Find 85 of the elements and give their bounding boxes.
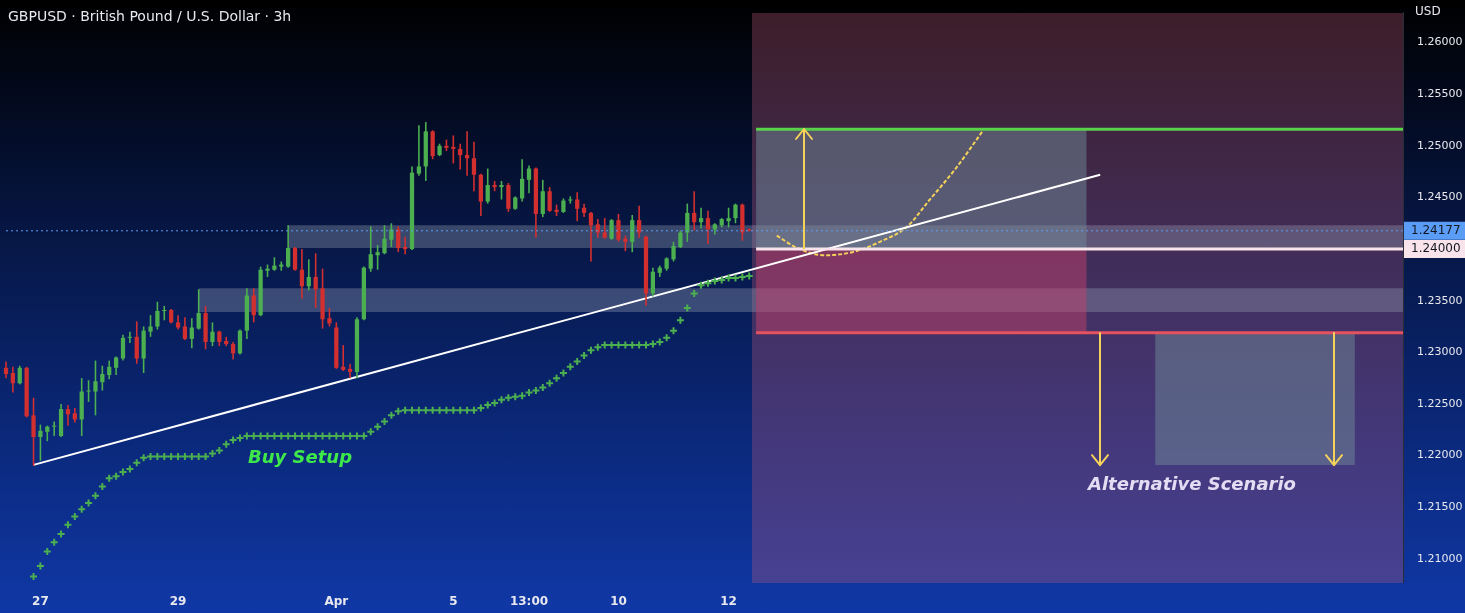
- candlestick: [148, 314, 153, 338]
- y-tick-label: 1.21000: [1417, 551, 1463, 565]
- candlestick: [471, 140, 477, 193]
- y-tick-label: 1.22000: [1417, 448, 1463, 462]
- y-tick-label: 1.26000: [1417, 35, 1463, 49]
- y-axis-title: USD: [1415, 4, 1441, 19]
- annotation: Buy Setup: [248, 446, 353, 467]
- candlestick: [292, 246, 298, 272]
- y-tick-label: 1.23500: [1417, 293, 1463, 307]
- candlestick: [93, 359, 98, 417]
- candlestick: [382, 224, 387, 256]
- candlestick: [65, 404, 71, 427]
- candlestick: [540, 179, 545, 218]
- x-tick-label: 27: [32, 593, 49, 608]
- candlestick: [396, 225, 401, 253]
- candlestick: [726, 206, 731, 229]
- candlestick: [134, 320, 139, 365]
- y-tick-label: 1.23000: [1417, 345, 1463, 359]
- line-series: [775, 129, 985, 257]
- candlestick: [602, 217, 607, 240]
- annotation: Alternative Scenario: [1088, 472, 1296, 494]
- candlestick: [155, 300, 160, 331]
- candlestick: [685, 202, 690, 243]
- candlestick: [38, 423, 43, 462]
- candlestick: [313, 252, 318, 309]
- candlestick: [251, 287, 256, 324]
- x-tick-label: 13:00: [509, 593, 549, 608]
- candlestick: [31, 396, 36, 467]
- candlestick: [485, 167, 490, 205]
- x-tick-label: 10: [610, 593, 627, 608]
- candlestick: [575, 191, 580, 222]
- y-tick-label: 1.22500: [1417, 396, 1463, 410]
- candlestick: [375, 244, 380, 271]
- candlestick: [341, 344, 346, 372]
- candlestick: [107, 359, 112, 380]
- candlestick: [210, 321, 215, 347]
- candlestick: [499, 180, 504, 201]
- candlestick: [237, 328, 243, 356]
- candlestick: [588, 211, 594, 263]
- candlestick: [286, 224, 291, 269]
- y-tick-label: 1.25500: [1417, 87, 1463, 101]
- chart-title: GBPUSD · British Pound / U.S. Dollar · 3h: [8, 8, 292, 24]
- ref-line-label: 1.24177: [1411, 222, 1461, 237]
- candlestick: [416, 124, 422, 177]
- candlestick: [86, 379, 91, 403]
- candlestick: [671, 241, 676, 263]
- candlestick: [127, 330, 133, 344]
- candlestick: [182, 316, 188, 341]
- candlestick: [692, 190, 697, 232]
- candlestick: [547, 186, 552, 213]
- candlestick: [162, 305, 167, 322]
- candlestick: [52, 420, 57, 437]
- candlestick: [506, 182, 511, 213]
- candlestick: [616, 213, 621, 243]
- candlestick: [368, 225, 373, 273]
- candlestick: [630, 214, 635, 253]
- y-tick-label: 1.25000: [1417, 138, 1463, 152]
- candlestick: [100, 364, 105, 392]
- candlestick: [389, 222, 394, 248]
- candlestick: [327, 307, 332, 328]
- candlestick: [464, 130, 470, 177]
- candlestick: [526, 164, 532, 195]
- candlestick: [120, 333, 126, 362]
- ref-line-label: 1.24000: [1411, 241, 1461, 256]
- x-tick-label: 12: [720, 593, 737, 608]
- candlestick: [636, 204, 642, 239]
- candlestick: [189, 317, 194, 349]
- candlestick: [347, 362, 353, 379]
- y-tick-label: 1.24500: [1417, 190, 1463, 204]
- candlestick: [520, 158, 525, 203]
- candlestick: [113, 355, 119, 376]
- candlestick: [458, 142, 463, 171]
- candlestick: [17, 364, 22, 386]
- candlestick: [705, 210, 711, 245]
- x-tick-label: 29: [169, 593, 187, 608]
- candlestick: [10, 365, 16, 394]
- candlestick: [299, 248, 305, 300]
- candlestick: [733, 202, 738, 225]
- x-tick-label: Apr: [324, 593, 349, 608]
- candlestick: [595, 218, 600, 239]
- y-tick-label: 1.21500: [1417, 500, 1463, 514]
- candlestick: [196, 288, 201, 331]
- candlestick: [650, 266, 656, 298]
- candlestick: [306, 258, 311, 292]
- x-tick-label: 5: [449, 593, 458, 608]
